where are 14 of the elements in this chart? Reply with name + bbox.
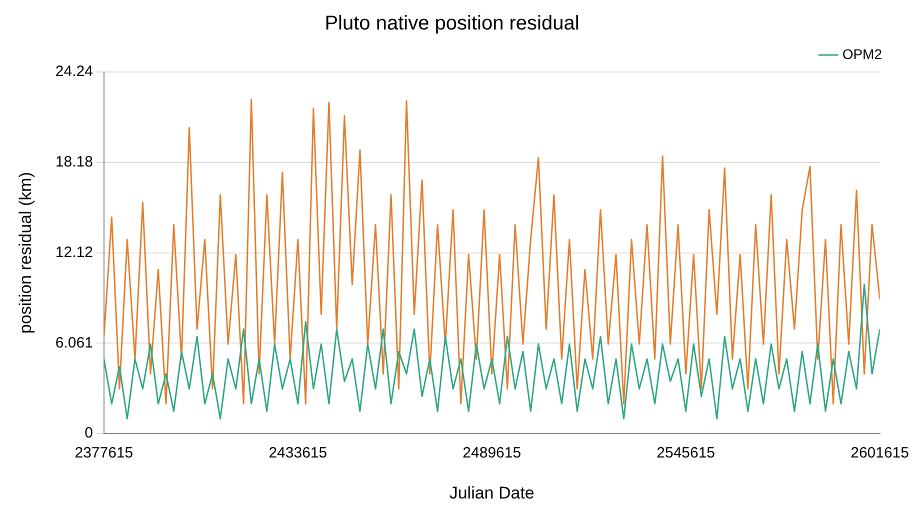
x-tick-label: 2489615 <box>462 444 522 462</box>
y-axis-title: position residual (km) <box>16 172 35 334</box>
y-tick-label: 0 <box>84 424 93 442</box>
x-tick-label: 2433615 <box>268 444 328 462</box>
y-tick-label: 24.24 <box>55 63 93 80</box>
chart-title: Pluto native position residual <box>324 12 580 35</box>
legend-label: OPM2 <box>842 46 882 62</box>
x-tick-label: 2377615 <box>74 444 134 462</box>
x-tick-label: 2545615 <box>656 444 716 462</box>
x-tick-label: 2601615 <box>850 444 910 462</box>
y-tick-label: 12.12 <box>55 244 93 261</box>
x-axis-title: Julian Date <box>449 483 534 502</box>
y-tick-label: 18.18 <box>55 154 93 171</box>
y-tick-label: 6.061 <box>55 334 93 352</box>
